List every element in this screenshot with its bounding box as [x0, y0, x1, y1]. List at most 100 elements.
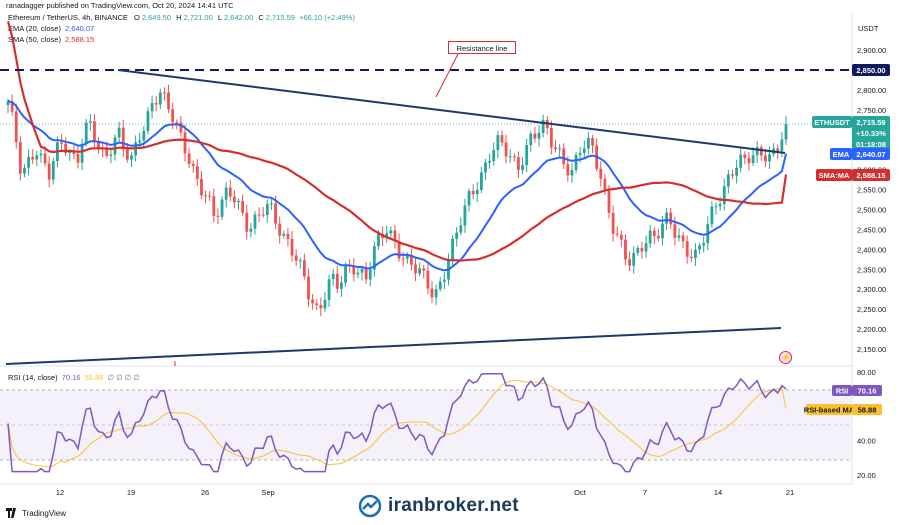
rsi-value: 70.16 — [61, 373, 81, 382]
candle-body — [389, 230, 393, 234]
sma-line — [6, 21, 788, 262]
candle-body — [302, 260, 306, 277]
candle-body — [200, 178, 203, 196]
time-tick-label: Oct — [574, 488, 587, 497]
candle-body — [340, 282, 343, 289]
candle-body — [475, 189, 479, 195]
candle-body — [640, 247, 644, 252]
price-tick-label: 2,400.00 — [857, 245, 886, 254]
candle-body — [393, 230, 397, 242]
candle-body — [718, 204, 722, 207]
support-trendline[interactable] — [5, 327, 782, 365]
candle-body — [47, 163, 51, 180]
price-tag-bg — [852, 116, 890, 152]
ticker-tag: ETHUSDT — [814, 118, 850, 127]
tradingview-logo-icon — [6, 508, 18, 518]
candle-body — [578, 152, 582, 155]
rsi-ma-value: 58.88 — [84, 373, 104, 382]
rsi-line — [7, 372, 787, 473]
candle-body — [726, 174, 730, 187]
candle-body — [331, 273, 335, 280]
candle-body — [121, 127, 125, 150]
level-tag: 2,850.00 — [856, 66, 885, 75]
candle-body — [780, 139, 784, 152]
candle-body — [521, 165, 524, 171]
candle-body — [377, 233, 380, 247]
candle-body — [270, 203, 273, 205]
candle-body — [14, 111, 18, 142]
close-label: C — [258, 13, 264, 22]
price-tick-label: 2,350.00 — [857, 265, 886, 274]
price-tag: 2,715.59 — [856, 118, 885, 127]
price-axis[interactable]: 2,150.00 2,200.00 2,250.00 2,300.00 2,350.00… — [857, 46, 886, 354]
candle-body — [656, 236, 660, 239]
candle-body — [97, 141, 100, 149]
candle-body — [335, 273, 339, 289]
candle-body — [138, 140, 142, 143]
time-axis[interactable]: 12 19 26 Sep Oct 7 14 21 — [56, 488, 794, 497]
ema-legend: EMA (20, close) 2,640.07 — [8, 23, 94, 34]
price-tick-label: 2,150.00 — [857, 345, 886, 354]
candle-body — [508, 156, 512, 158]
candle-body — [323, 299, 327, 309]
candle-body — [414, 264, 417, 274]
symbol-legend: Ethereum / TetherUS, 4h, BINANCE O 2,649.… — [8, 12, 355, 23]
candle-body — [702, 243, 706, 246]
rsi-legend: RSI (14, close) 70.16 58.88 ∅ ∅ ∅ ∅ — [8, 372, 140, 383]
candle-body — [31, 156, 35, 160]
callout-pointer — [435, 53, 459, 98]
candle-body — [714, 206, 718, 208]
tradingview-brand[interactable]: TradingView — [6, 508, 66, 518]
candle-body — [183, 132, 187, 154]
resistance-trendline[interactable] — [117, 69, 786, 154]
candle-body — [554, 147, 557, 150]
candle-body — [764, 155, 767, 162]
candle-body — [265, 204, 269, 216]
high-label: H — [176, 13, 182, 22]
ticker-tag-bg — [812, 116, 852, 128]
candle-body — [257, 214, 261, 216]
candle-body — [360, 268, 364, 273]
iranbroker-logo-icon — [358, 494, 382, 518]
candle-body — [191, 163, 195, 167]
rsima-value-tag-bg — [852, 404, 882, 415]
candle-body — [125, 149, 129, 160]
brand-label: TradingView — [22, 508, 67, 518]
candle-body — [537, 133, 541, 139]
candle-body — [64, 143, 68, 154]
candle-body — [208, 195, 212, 197]
rsi-value-tag-bg — [852, 385, 882, 396]
candle-body — [51, 161, 55, 180]
candle-body — [224, 187, 228, 200]
candle-body — [278, 223, 282, 236]
lightning-icon[interactable]: ⚡ — [779, 351, 792, 364]
price-tick-label: 2,900.00 — [857, 46, 886, 55]
candle-body — [525, 145, 529, 166]
resistance-callout[interactable]: Resistance line — [448, 41, 516, 54]
candle-body — [105, 149, 109, 156]
open-label: O — [134, 13, 140, 22]
currency-label[interactable]: USDT — [858, 24, 879, 33]
candle-body — [776, 148, 780, 152]
watermark-text: iranbroker.net — [388, 495, 519, 516]
candle-body — [352, 265, 356, 275]
candle-body — [747, 157, 751, 163]
ema-tag-value: 2,640.07 — [856, 150, 885, 159]
candle-body — [504, 142, 508, 157]
candle-body — [743, 154, 747, 158]
candle-body — [290, 238, 294, 256]
candle-body — [282, 233, 286, 236]
candle-body — [68, 151, 72, 154]
candle-body — [88, 121, 92, 123]
candle-body — [669, 212, 673, 225]
candle-body — [529, 133, 533, 146]
candle-body — [150, 103, 154, 112]
rsi-tick-label: 20.00 — [857, 471, 876, 480]
candle-body — [517, 157, 520, 171]
candle-body — [397, 241, 401, 259]
sma-tag-bg — [816, 169, 852, 181]
candle-body — [175, 122, 179, 124]
candle-body — [167, 92, 170, 110]
